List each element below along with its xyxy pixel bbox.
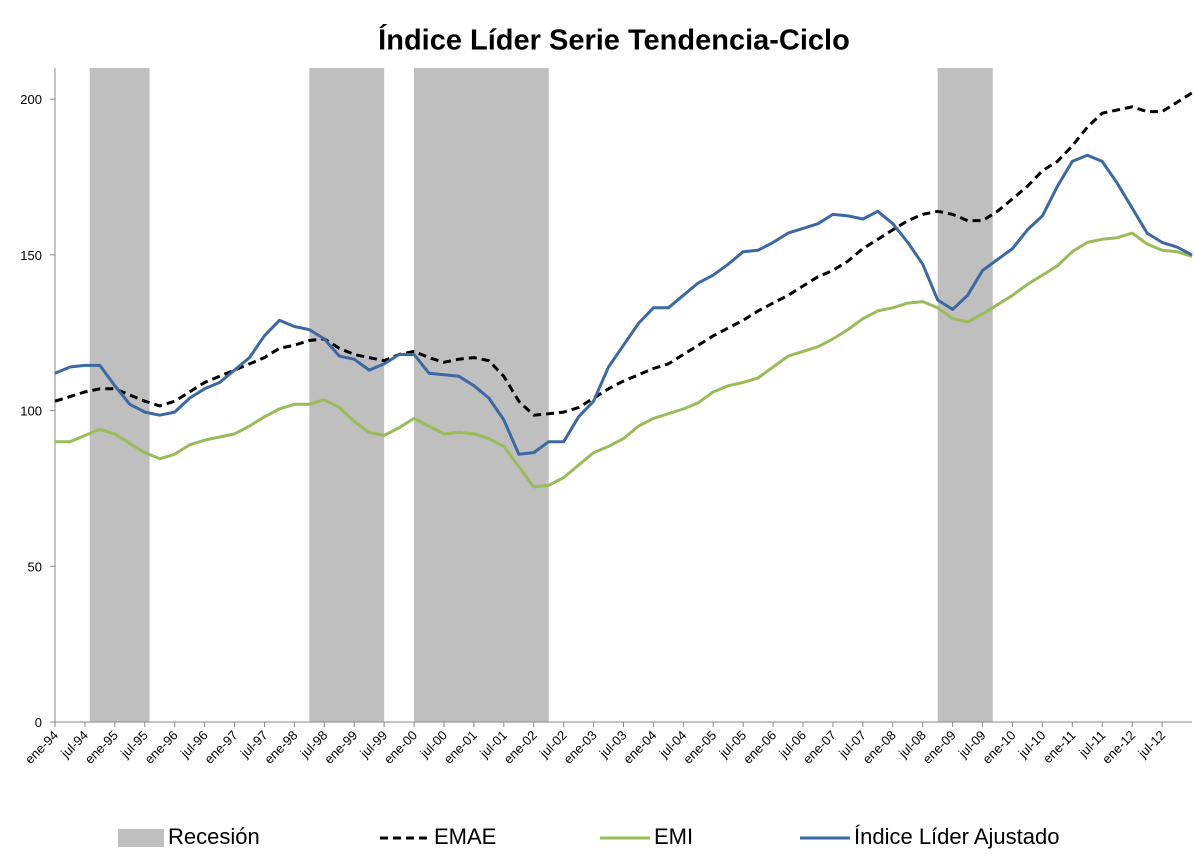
x-tick-label: ene-11 [1040, 728, 1079, 767]
x-tick-label: ene-09 [920, 728, 959, 767]
recession-band [89, 68, 150, 722]
recession-band [937, 68, 993, 722]
x-tick-label: ene-06 [740, 728, 779, 767]
x-tick-label: ene-94 [22, 728, 61, 767]
legend-label: EMI [654, 824, 693, 849]
x-tick-label: ene-10 [979, 728, 1018, 767]
y-tick-label: 50 [28, 559, 42, 574]
x-tick-label: ene-12 [1099, 728, 1138, 767]
x-tick-label: jul-12 [1134, 728, 1168, 762]
legend-label: EMAE [434, 824, 496, 849]
x-tick-label: ene-95 [82, 728, 121, 767]
chart-title: Índice Líder Serie Tendencia-Ciclo [378, 23, 850, 57]
x-tick-label: ene-07 [800, 728, 839, 767]
legend-swatch [118, 829, 164, 847]
x-tick-label: ene-02 [501, 728, 540, 767]
legend-label: Recesión [168, 824, 260, 849]
x-tick-label: ene-01 [441, 728, 480, 767]
x-tick-label: ene-04 [620, 728, 659, 767]
legend-label: Índice Líder Ajustado [854, 824, 1059, 849]
x-tick-label: ene-99 [321, 728, 360, 767]
y-tick-label: 200 [20, 92, 42, 107]
y-tick-label: 150 [20, 248, 42, 263]
x-tick-label: ene-03 [560, 728, 599, 767]
x-tick-label: ene-00 [381, 728, 420, 767]
series-line [54, 153, 1193, 456]
series-line [54, 91, 1193, 417]
y-tick-label: 100 [20, 404, 42, 419]
x-tick-label: ene-97 [201, 728, 240, 767]
recession-band [414, 68, 549, 722]
x-tick-label: ene-08 [860, 728, 899, 767]
x-tick-label: ene-98 [261, 728, 300, 767]
x-tick-label: ene-96 [142, 728, 181, 767]
recession-band [309, 68, 385, 722]
series-line [55, 231, 1193, 489]
y-tick-label: 0 [35, 715, 42, 730]
x-tick-label: ene-05 [680, 728, 719, 767]
